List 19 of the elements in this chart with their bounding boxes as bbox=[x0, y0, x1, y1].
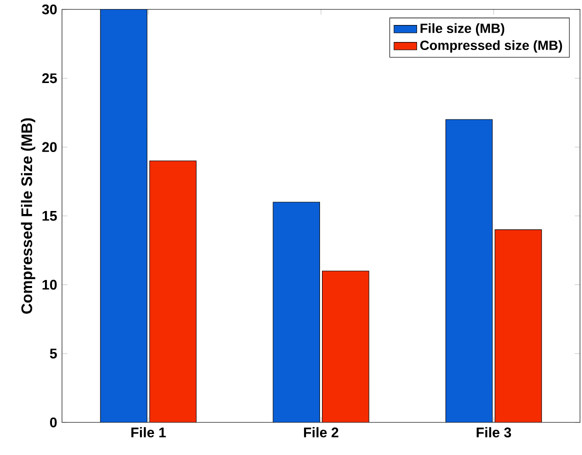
legend-label: File size (MB) bbox=[420, 23, 504, 36]
y-tick-label: 25 bbox=[42, 73, 57, 84]
bar bbox=[149, 160, 197, 422]
y-tick-label: 0 bbox=[50, 417, 57, 428]
y-tick-label: 30 bbox=[42, 4, 57, 14]
bar bbox=[494, 229, 542, 422]
bar bbox=[445, 119, 493, 422]
y-tick-label: 15 bbox=[42, 210, 57, 221]
bar bbox=[322, 270, 370, 422]
x-tick-label: File 3 bbox=[476, 426, 512, 438]
y-tick-label: 10 bbox=[42, 280, 57, 290]
y-tick-label: 20 bbox=[42, 142, 57, 152]
bar bbox=[100, 9, 148, 422]
x-tick-label: File 1 bbox=[131, 426, 166, 438]
legend-label: Compressed size (MB) bbox=[420, 40, 562, 52]
y-axis-title: Compressed File Size (MB) bbox=[20, 118, 36, 314]
bar bbox=[272, 202, 320, 422]
x-tick-label: File 2 bbox=[304, 426, 338, 438]
y-tick-label: 5 bbox=[50, 348, 57, 358]
